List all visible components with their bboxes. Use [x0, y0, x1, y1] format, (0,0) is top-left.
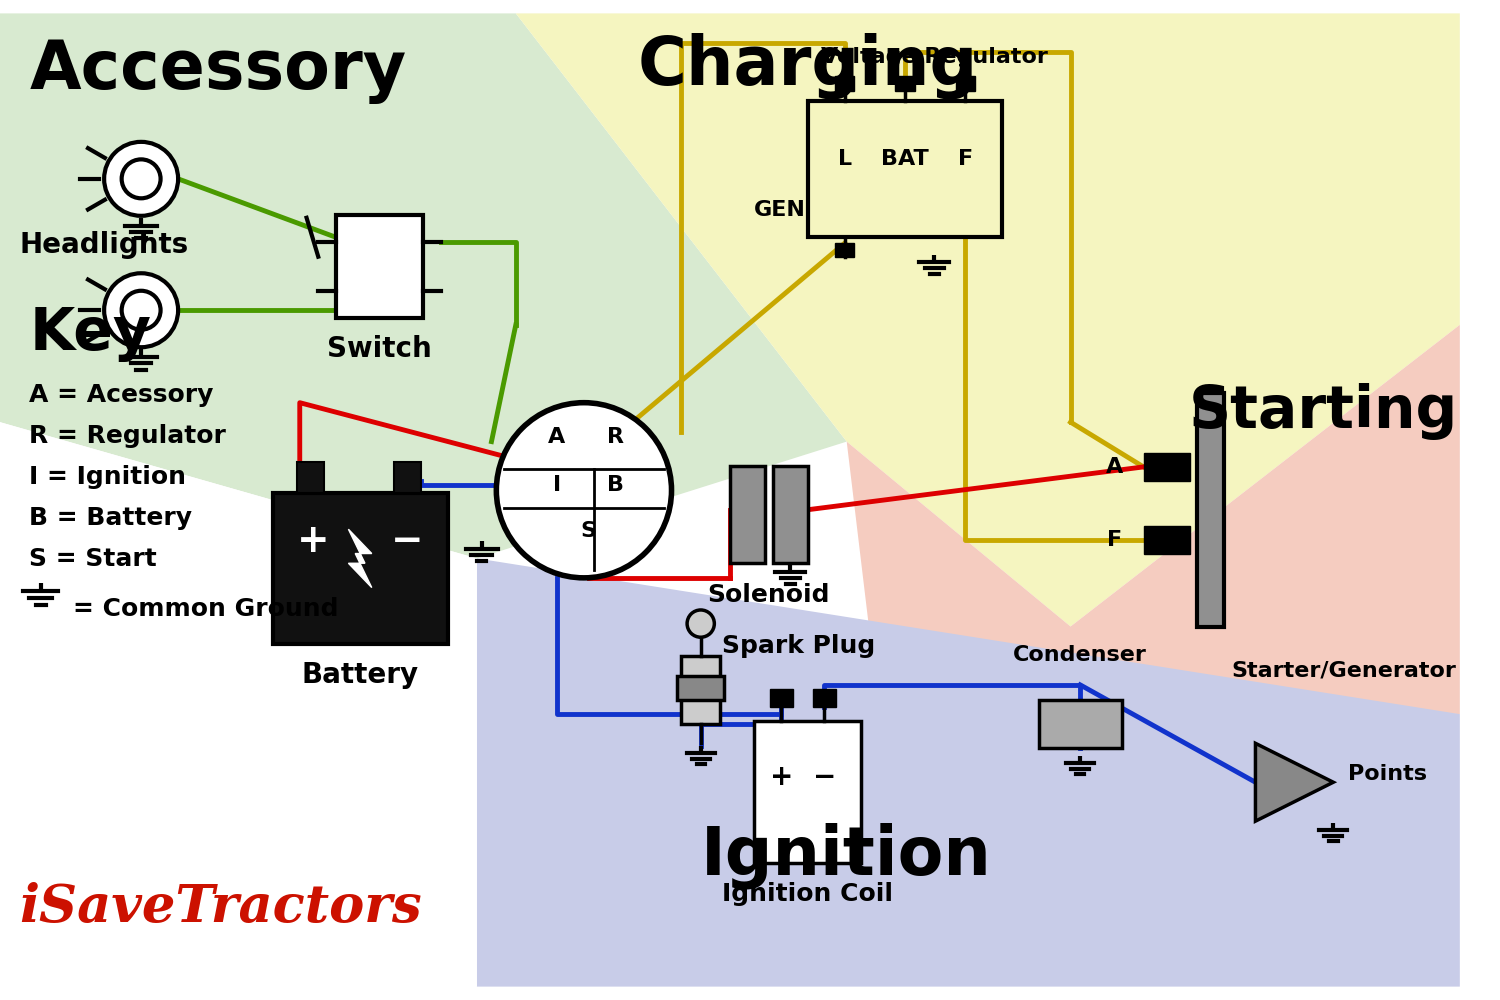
Text: A = Acessory: A = Acessory	[28, 383, 213, 407]
Text: Solenoid: Solenoid	[708, 583, 830, 607]
Text: Spark Plug: Spark Plug	[722, 634, 876, 658]
Text: Voltage Regulator: Voltage Regulator	[821, 47, 1047, 67]
Bar	[772, 466, 808, 563]
Text: Switch: Switch	[327, 335, 432, 363]
Polygon shape	[516, 13, 1460, 627]
Polygon shape	[477, 558, 1460, 987]
Bar	[836, 76, 855, 91]
Text: A: A	[1106, 457, 1124, 477]
Text: Charging: Charging	[638, 33, 978, 99]
Bar	[1143, 526, 1190, 554]
Bar	[754, 721, 861, 863]
Bar	[1040, 700, 1122, 748]
Polygon shape	[0, 13, 846, 558]
Text: B: B	[606, 475, 624, 495]
Text: Battery: Battery	[302, 661, 418, 689]
Bar	[1143, 453, 1190, 481]
Text: S = Start: S = Start	[28, 547, 158, 571]
Bar	[730, 466, 765, 563]
Text: Condenser: Condenser	[1014, 645, 1148, 665]
Text: Starter/Generator: Starter/Generator	[1232, 661, 1456, 681]
Text: −: −	[390, 522, 423, 560]
Text: Key: Key	[28, 305, 152, 362]
Bar	[678, 676, 724, 700]
Polygon shape	[348, 529, 372, 588]
Circle shape	[104, 273, 178, 347]
Text: Starting: Starting	[1190, 383, 1458, 440]
Text: F: F	[958, 149, 974, 169]
Text: GEN: GEN	[754, 200, 806, 220]
Text: A: A	[548, 427, 566, 447]
Bar	[273, 493, 447, 644]
Bar	[297, 462, 324, 493]
Text: −: −	[813, 763, 836, 791]
Text: I = Ignition: I = Ignition	[28, 465, 186, 489]
Circle shape	[687, 610, 714, 637]
Text: Headlights: Headlights	[20, 231, 189, 259]
Text: B = Battery: B = Battery	[28, 506, 192, 530]
Text: I: I	[552, 475, 561, 495]
Bar	[681, 656, 720, 724]
Text: R: R	[606, 427, 624, 447]
Text: = Common Ground: = Common Ground	[74, 597, 339, 621]
Polygon shape	[0, 422, 477, 987]
Bar	[394, 462, 422, 493]
Text: +: +	[770, 763, 794, 791]
Bar	[1197, 393, 1224, 627]
Bar	[808, 101, 1002, 237]
Bar	[770, 689, 794, 707]
Text: iSaveTractors: iSaveTractors	[20, 882, 422, 933]
Text: Ignition: Ignition	[702, 823, 992, 889]
Polygon shape	[1256, 743, 1334, 821]
Circle shape	[496, 403, 672, 578]
Circle shape	[104, 142, 178, 216]
Bar	[896, 76, 915, 91]
Text: Ignition Coil: Ignition Coil	[723, 882, 894, 906]
Polygon shape	[846, 325, 1460, 714]
Text: F: F	[1107, 530, 1122, 550]
Text: R = Regulator: R = Regulator	[28, 424, 226, 448]
Text: Accessory: Accessory	[28, 38, 406, 104]
Text: L: L	[837, 149, 852, 169]
Text: BAT: BAT	[880, 149, 928, 169]
Bar	[836, 243, 855, 257]
Bar	[336, 215, 423, 318]
Bar	[813, 689, 836, 707]
Bar	[956, 76, 975, 91]
Text: Points: Points	[1348, 764, 1426, 784]
Text: +: +	[297, 522, 330, 560]
Text: S: S	[580, 521, 597, 541]
